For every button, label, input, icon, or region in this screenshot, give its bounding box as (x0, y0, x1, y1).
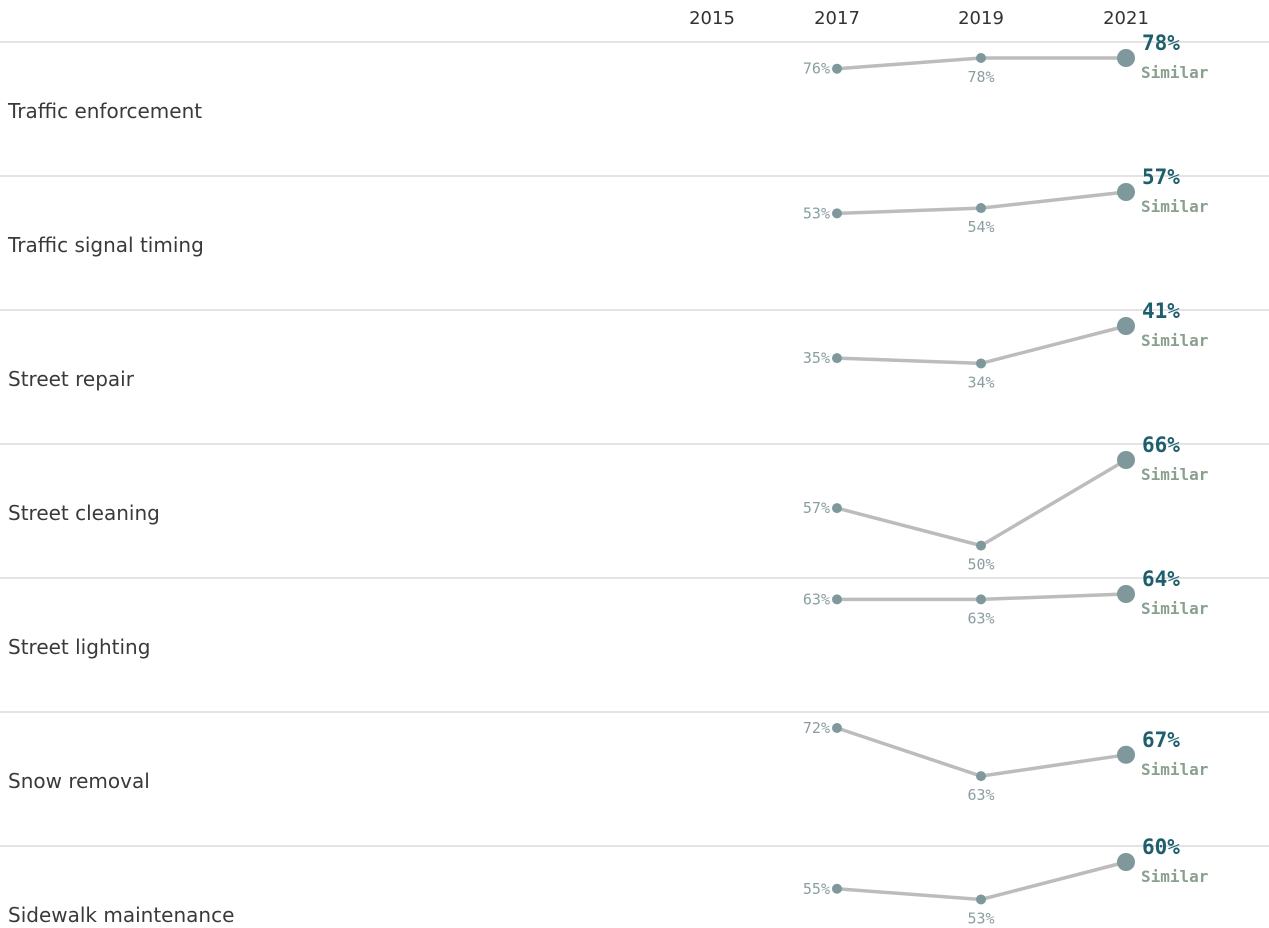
trend-label: Similar (1141, 760, 1208, 779)
latest-point (1117, 451, 1135, 469)
row-label: Street lighting (8, 635, 150, 659)
data-point (832, 883, 842, 894)
data-value-label: 57% (803, 499, 830, 517)
series-line (836, 458, 1127, 548)
data-point (976, 771, 986, 782)
data-point (832, 208, 842, 219)
series-line (836, 860, 1127, 902)
series-line (836, 324, 1127, 366)
data-point (832, 723, 842, 733)
latest-value-label: 66% (1142, 433, 1180, 457)
year-label-2021: 2021 (1103, 8, 1149, 29)
data-value-label: 63% (967, 786, 994, 804)
data-point (832, 503, 842, 514)
year-label-2019: 2019 (958, 8, 1004, 29)
row-label: Snow removal (8, 769, 150, 793)
series-line (836, 726, 1127, 778)
latest-point (1117, 183, 1135, 201)
data-point (976, 203, 986, 214)
data-point (976, 894, 986, 905)
trend-label: Similar (1141, 63, 1208, 82)
latest-value-label: 67% (1142, 728, 1180, 752)
data-point (976, 540, 986, 551)
data-point (976, 53, 986, 63)
trend-label: Similar (1141, 197, 1208, 216)
trend-label: Similar (1141, 465, 1208, 484)
latest-value-label: 78% (1142, 31, 1180, 55)
latest-value-label: 57% (1142, 165, 1180, 189)
latest-value-label: 41% (1142, 299, 1180, 323)
latest-value-label: 64% (1142, 567, 1180, 591)
data-point (976, 594, 986, 605)
data-value-label: 63% (803, 590, 830, 608)
year-label-2015: 2015 (689, 8, 735, 29)
year-label-2017: 2017 (814, 8, 860, 29)
data-value-label: 53% (803, 204, 830, 222)
row-label: Sidewalk maintenance (8, 903, 234, 927)
row-label: Street repair (8, 367, 135, 391)
data-point (832, 63, 842, 74)
data-value-label: 53% (967, 909, 994, 927)
data-point (832, 594, 842, 605)
data-value-label: 76% (803, 60, 830, 78)
data-value-label: 72% (803, 719, 830, 737)
row-label: Traffic enforcement (7, 99, 202, 123)
data-value-label: 63% (967, 609, 994, 627)
latest-point (1117, 317, 1135, 335)
trend-label: Similar (1141, 867, 1208, 886)
data-point (832, 353, 842, 364)
latest-point (1117, 49, 1135, 67)
latest-point (1117, 745, 1135, 764)
data-value-label: 55% (803, 880, 830, 898)
latest-point (1117, 585, 1135, 603)
trend-label: Similar (1141, 599, 1208, 618)
data-value-label: 34% (967, 373, 994, 391)
data-value-label: 54% (967, 218, 994, 236)
data-point (976, 358, 986, 369)
data-value-label: 78% (967, 68, 994, 86)
row-label: Traffic signal timing (7, 233, 204, 257)
latest-value-label: 60% (1142, 835, 1180, 859)
data-value-label: 50% (967, 556, 994, 574)
latest-point (1117, 853, 1135, 871)
row-label: Street cleaning (8, 501, 160, 525)
trend-label: Similar (1141, 331, 1208, 350)
data-value-label: 35% (803, 349, 830, 367)
